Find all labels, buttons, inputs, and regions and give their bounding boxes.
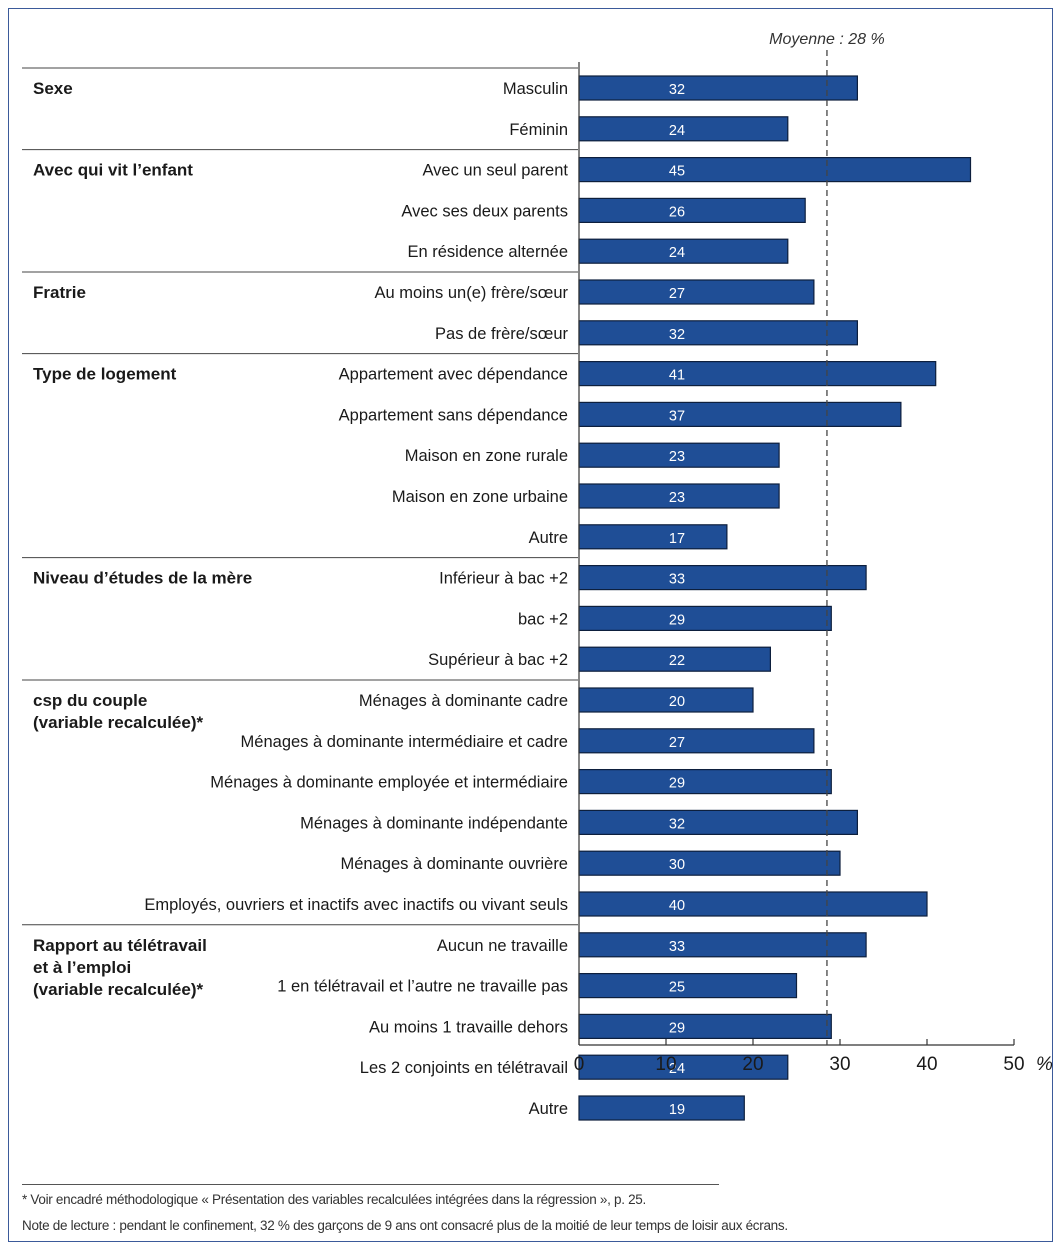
bar — [578, 605, 832, 632]
category-label: bac +2 — [518, 610, 568, 628]
bar-value-label: 41 — [669, 368, 685, 384]
group-label: csp du couple — [33, 691, 147, 710]
reading-note: Note de lecture : pendant le confinement… — [22, 1218, 788, 1233]
bar-value-label: 22 — [669, 653, 685, 669]
group-label: (variable recalculée)* — [33, 980, 203, 999]
bar-value-label: 17 — [669, 531, 685, 547]
bar — [578, 768, 832, 795]
category-label: Ménages à dominante employée et interméd… — [210, 774, 568, 792]
bar-value-label: 32 — [669, 327, 685, 343]
bar — [578, 401, 902, 427]
bar-value-label: 24 — [669, 1061, 685, 1077]
bar-value-label: 29 — [669, 1020, 685, 1036]
bar-value-label: 24 — [669, 123, 685, 139]
bar-value-label: 29 — [669, 612, 685, 628]
bar — [578, 932, 867, 958]
bar — [578, 972, 798, 999]
group-label: (variable recalculée)* — [33, 713, 203, 732]
bar-value-label: 19 — [669, 1102, 685, 1118]
category-label: Appartement sans dépendance — [339, 406, 568, 424]
category-label: Avec ses deux parents — [401, 202, 568, 220]
category-label: Ménages à dominante ouvrière — [341, 855, 568, 873]
x-tick-label: 30 — [829, 1054, 850, 1075]
x-tick-label: 40 — [916, 1054, 937, 1075]
x-axis-unit: % — [1036, 1054, 1053, 1075]
bar — [578, 361, 937, 387]
category-label: Au moins un(e) frère/sœur — [375, 284, 569, 302]
category-label: 1 en télétravail et l’autre ne travaille… — [277, 978, 568, 996]
bar — [578, 238, 789, 264]
group-label: Sexe — [33, 79, 73, 98]
bar — [578, 279, 815, 305]
category-label: Autre — [529, 529, 568, 547]
bar — [578, 809, 858, 836]
bar-value-label: 30 — [669, 857, 685, 873]
group-label: Avec qui vit l’enfant — [33, 161, 193, 180]
bar — [578, 891, 928, 917]
bar-value-label: 32 — [669, 82, 685, 98]
x-tick-label: 50 — [1003, 1054, 1024, 1075]
bar — [578, 1095, 745, 1121]
bar-value-label: 37 — [669, 408, 685, 424]
x-tick-label: 20 — [742, 1054, 763, 1075]
bar-value-label: 29 — [669, 776, 685, 792]
bar — [578, 157, 972, 183]
group-label: Fratrie — [33, 283, 86, 302]
category-label: Employés, ouvriers et inactifs avec inac… — [144, 896, 568, 914]
bar-value-label: 45 — [669, 164, 685, 180]
category-label: Maison en zone urbaine — [392, 488, 568, 506]
bar-value-label: 33 — [669, 939, 685, 955]
bar-value-label: 23 — [669, 449, 685, 465]
category-label: En résidence alternée — [407, 243, 568, 261]
category-label: Masculin — [503, 80, 568, 98]
bar — [578, 646, 771, 672]
category-label: Pas de frère/sœur — [435, 325, 568, 343]
bar — [578, 850, 841, 876]
category-label: Appartement avec dépendance — [339, 366, 568, 384]
bar — [578, 564, 867, 591]
category-label: Aucun ne travaille — [437, 937, 568, 955]
x-tick-label: 0 — [574, 1054, 585, 1075]
category-label: Les 2 conjoints en télétravail — [360, 1059, 568, 1077]
bar — [578, 1054, 789, 1080]
bar — [578, 320, 858, 346]
category-label: Ménages à dominante indépendante — [300, 814, 568, 832]
footnote: * Voir encadré méthodologique « Présenta… — [22, 1192, 646, 1207]
group-label: Type de logement — [33, 365, 177, 384]
bar — [578, 75, 858, 101]
bar-value-label: 23 — [669, 490, 685, 506]
category-label: Avec un seul parent — [422, 162, 568, 180]
average-label: Moyenne : 28 % — [769, 31, 885, 48]
category-label: Ménages à dominante cadre — [359, 692, 568, 710]
bar-value-label: 40 — [669, 898, 685, 914]
bar-value-label: 32 — [669, 816, 685, 832]
category-label: Autre — [529, 1100, 568, 1118]
bar-value-label: 27 — [669, 286, 685, 302]
bar — [578, 442, 780, 468]
group-label: Rapport au télétravail — [33, 936, 207, 955]
x-tick-label: 10 — [655, 1054, 676, 1075]
bar-value-label: 24 — [669, 245, 685, 261]
bar-value-label: 27 — [669, 735, 685, 751]
chart-frame — [8, 8, 1053, 1242]
bar — [578, 1013, 832, 1040]
category-label: Inférieur à bac +2 — [439, 570, 568, 588]
group-label: Niveau d’études de la mère — [33, 569, 252, 588]
bar — [578, 687, 754, 713]
bar — [578, 197, 806, 223]
bar — [578, 728, 815, 754]
bar-value-label: 20 — [669, 694, 685, 710]
category-label: Supérieur à bac +2 — [428, 651, 568, 669]
category-label: Maison en zone rurale — [405, 447, 568, 465]
category-label: Ménages à dominante intermédiaire et cad… — [241, 733, 568, 751]
group-label: et à l’emploi — [33, 958, 131, 977]
category-label: Au moins 1 travaille dehors — [369, 1018, 568, 1036]
bar — [578, 524, 728, 550]
bar-value-label: 33 — [669, 572, 685, 588]
category-label: Féminin — [509, 121, 568, 139]
bar-value-label: 26 — [669, 204, 685, 220]
footnote-divider — [22, 1184, 719, 1185]
bar-value-label: 25 — [669, 980, 685, 996]
